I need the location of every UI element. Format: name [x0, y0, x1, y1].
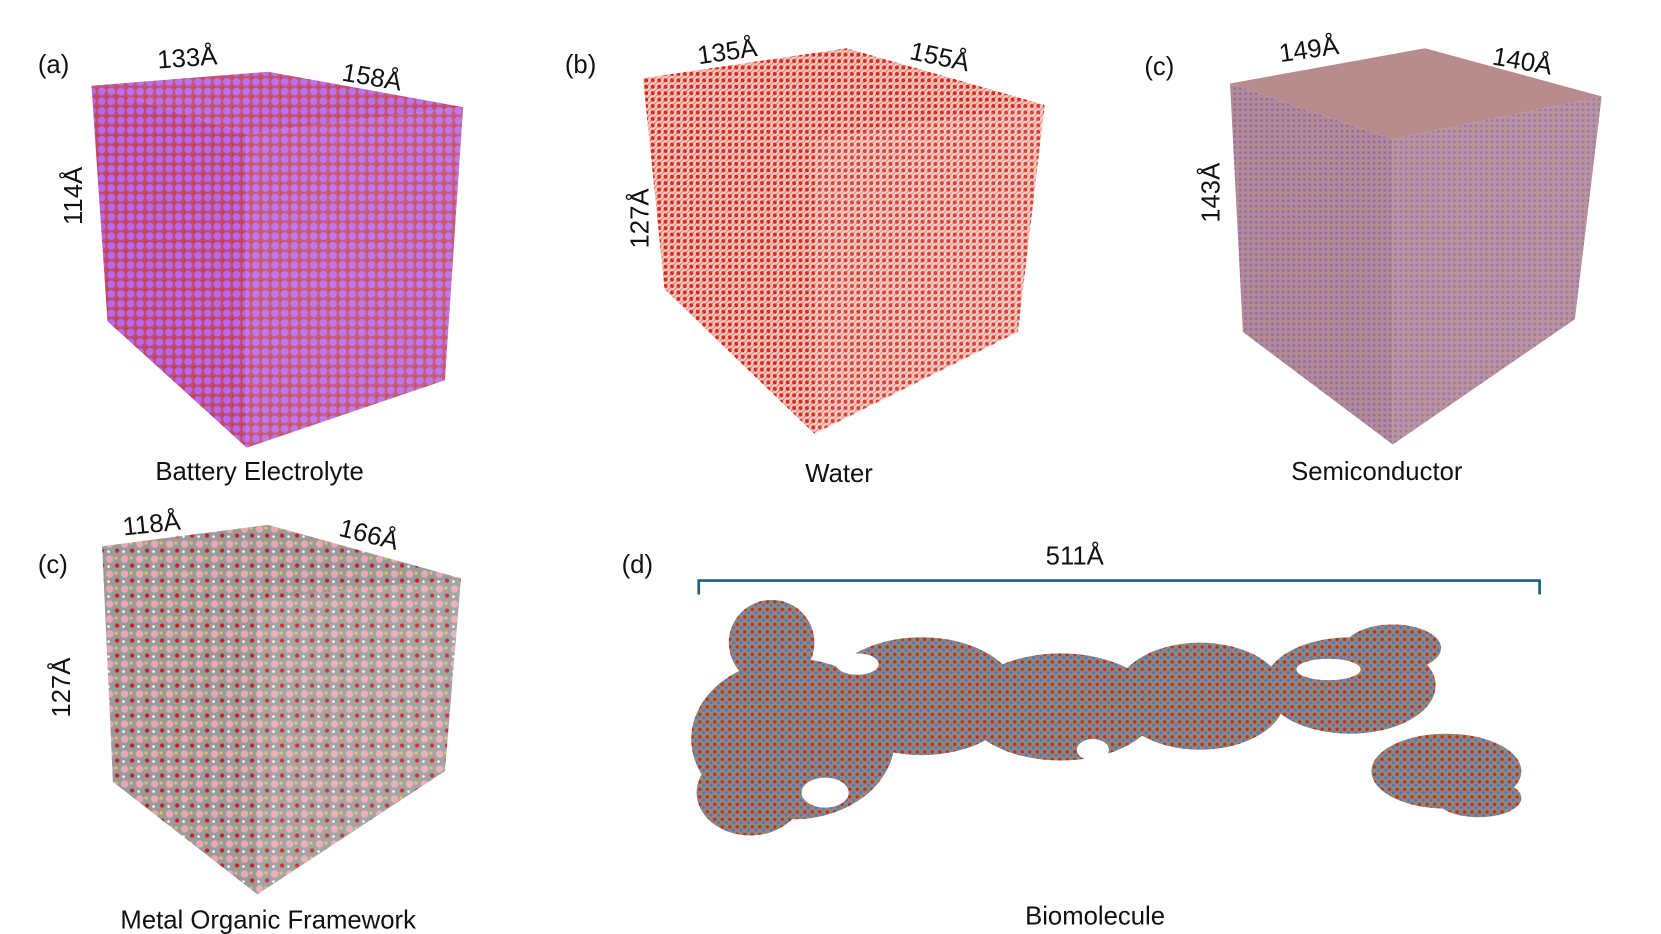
dimension: 143Å [1195, 162, 1225, 223]
biomolecule [691, 599, 1522, 836]
dimension: 511Å [1046, 540, 1105, 570]
caption: Biomolecule [1025, 902, 1165, 930]
caption: Semiconductor [1291, 458, 1463, 486]
dimension: 114Å [58, 166, 88, 225]
dimension: 127Å [624, 188, 654, 249]
caption: Water [805, 460, 873, 488]
gap [801, 653, 1361, 808]
caption: Battery Electrolyte [155, 458, 363, 486]
dimension: 149Å [1277, 30, 1341, 68]
panel-label: (b) [565, 51, 596, 79]
scale-bracket [697, 579, 1541, 595]
dimension: 133Å [156, 40, 219, 74]
panel-label: (c) [38, 551, 68, 579]
panel-label: (a) [38, 51, 69, 79]
caption: Metal Organic Framework [120, 907, 416, 934]
cube-b [643, 48, 1045, 434]
panel-label: (c) [1144, 53, 1174, 81]
cube-c [1230, 48, 1602, 445]
dimension: 127Å [46, 657, 76, 718]
panel-label: (d) [622, 551, 653, 579]
dimension: 118Å [121, 506, 183, 542]
cube-mof [102, 524, 461, 895]
cube-a [91, 71, 464, 448]
